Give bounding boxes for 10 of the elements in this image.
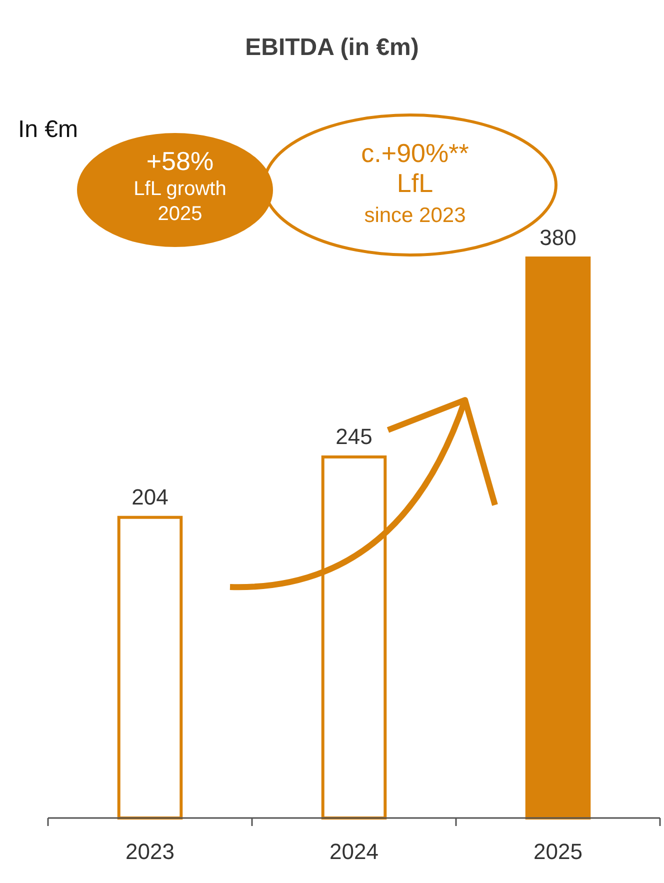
text: +58% LfL growth 2025 xyxy=(134,146,226,225)
x-tick-label: 2025 xyxy=(534,839,582,864)
data-label: 380 xyxy=(540,225,576,250)
text: In €m xyxy=(18,116,78,143)
x-tick-label: 2023 xyxy=(126,839,174,864)
data-label: 204 xyxy=(132,484,168,510)
data-label: 245 xyxy=(336,424,372,449)
x-tick-label: 2024 xyxy=(330,839,378,864)
chart-title: EBITDA (in €m) xyxy=(245,34,419,61)
text: c.+90%** LfL since 2023 xyxy=(361,138,469,227)
